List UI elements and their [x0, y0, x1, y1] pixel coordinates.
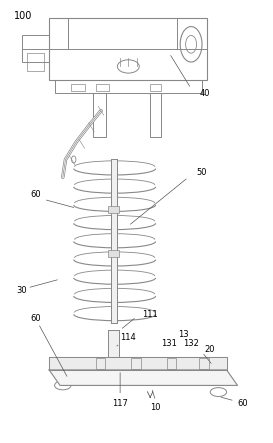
Text: 10: 10 — [150, 403, 161, 412]
Text: 114: 114 — [120, 333, 136, 342]
Text: 60: 60 — [30, 315, 41, 323]
Polygon shape — [49, 357, 227, 370]
Polygon shape — [49, 370, 238, 385]
Text: 132: 132 — [183, 339, 199, 348]
Text: 30: 30 — [17, 286, 27, 295]
Text: 131: 131 — [161, 339, 177, 348]
Text: 117: 117 — [112, 399, 128, 408]
Text: 20: 20 — [205, 346, 215, 354]
Text: 111: 111 — [142, 310, 158, 319]
Text: 60: 60 — [238, 399, 248, 408]
FancyBboxPatch shape — [108, 330, 119, 357]
Text: 40: 40 — [199, 89, 210, 97]
Text: 13: 13 — [178, 330, 188, 339]
Text: 50: 50 — [197, 168, 207, 177]
FancyBboxPatch shape — [111, 159, 117, 323]
Text: 100: 100 — [14, 11, 32, 21]
Text: 60: 60 — [30, 190, 41, 199]
FancyBboxPatch shape — [108, 206, 119, 213]
FancyBboxPatch shape — [108, 250, 119, 257]
